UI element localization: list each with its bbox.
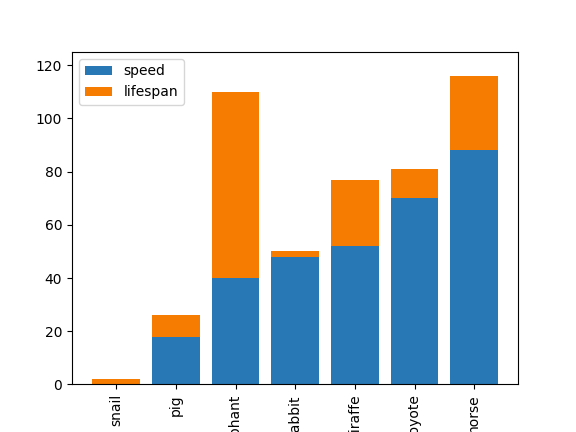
Bar <box>331 180 379 246</box>
Bar <box>152 337 200 384</box>
Bar <box>211 278 259 384</box>
Bar <box>271 257 319 384</box>
Bar <box>450 76 498 150</box>
Bar <box>152 315 200 337</box>
Bar <box>450 150 498 384</box>
Bar <box>211 92 259 278</box>
Bar <box>271 251 319 257</box>
Bar <box>331 246 379 384</box>
Bar <box>391 198 438 384</box>
Bar <box>391 169 438 198</box>
Legend: speed, lifespan: speed, lifespan <box>79 59 184 105</box>
Bar <box>92 379 140 384</box>
